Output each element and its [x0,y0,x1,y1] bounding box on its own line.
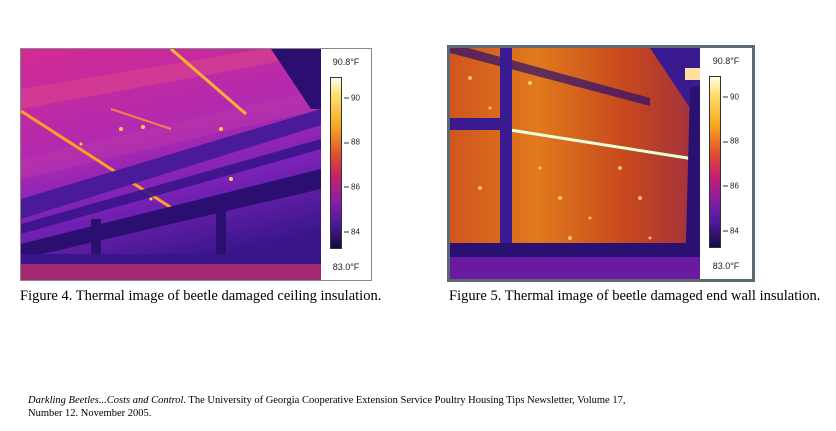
temperature-scale: 90.8°F 90 88 86 84 83.0°F [321,49,371,280]
tick-label: 84 [344,227,360,236]
figure-5-caption: Figure 5. Thermal image of beetle damage… [449,288,821,304]
citation-details: . The University of Georgia Cooperative … [28,395,626,419]
tick-label: 88 [723,137,739,146]
scale-max-label: 90.8°F [712,56,740,66]
tick-label: 90 [723,92,739,101]
thermal-image-end-wall [450,48,700,279]
figure-4-caption: Figure 4. Thermal image of beetle damage… [20,288,382,304]
scale-min-label: 83.0°F [712,261,740,271]
figure-5: 90.8°F 90 88 86 84 83.0°F [447,45,755,282]
thermal-image-ceiling [21,49,321,280]
temperature-scale: 90.8°F 90 88 86 84 83.0°F [700,48,752,279]
color-bar [709,76,721,248]
figure-4: 90.8°F 90 88 86 84 83.0°F [20,48,372,281]
citation: Darkling Beetles...Costs and Control. Th… [28,394,628,420]
tick-label: 90 [344,93,360,102]
tick-label: 88 [344,138,360,147]
tick-label: 86 [344,183,360,192]
scale-min-label: 83.0°F [332,262,360,272]
color-bar [330,77,342,249]
tick-label: 86 [723,182,739,191]
citation-title: Darkling Beetles...Costs and Control [28,395,184,406]
tick-label: 84 [723,226,739,235]
scale-max-label: 90.8°F [332,57,360,67]
